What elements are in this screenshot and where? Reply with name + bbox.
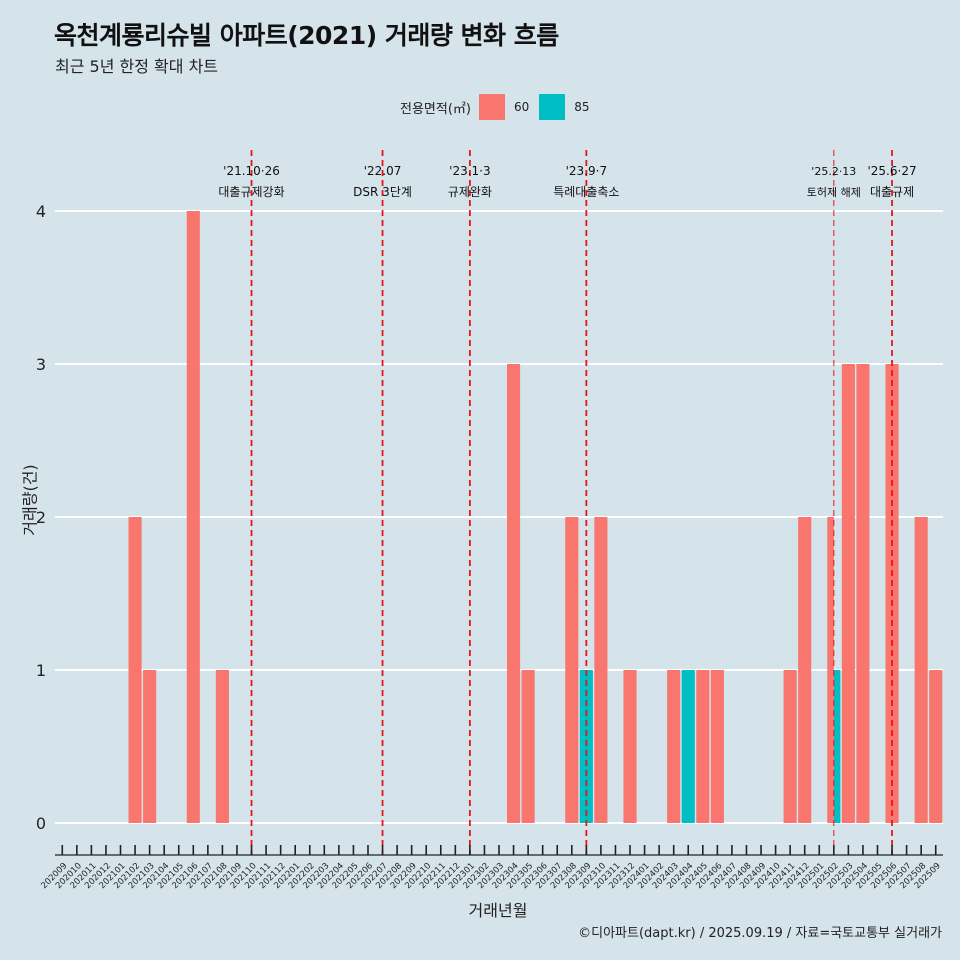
bar-85 [681, 670, 695, 823]
bar-60 [565, 517, 579, 823]
y-tick-label: 3 [36, 355, 46, 374]
bar-60 [521, 670, 535, 823]
event-date-label: '23.1·3 [449, 164, 490, 178]
bar-60 [128, 517, 142, 823]
event-label: 토허제 해제 [807, 185, 861, 199]
bar-60 [914, 517, 928, 823]
y-tick-label: 1 [36, 661, 46, 680]
legend-swatch-85 [539, 94, 566, 120]
event-label: 규제완화 [448, 185, 492, 199]
bar-60 [186, 211, 200, 823]
event-label: 대출규제 [870, 185, 914, 199]
bar-60 [856, 364, 870, 823]
bar-60 [798, 517, 812, 823]
legend-label-85: 85 [574, 100, 590, 114]
event-date-label: '22.07 [364, 164, 402, 178]
chart-subtitle: 최근 5년 한정 확대 차트 [55, 57, 219, 76]
bar-60 [667, 670, 681, 823]
y-tick-label: 4 [36, 202, 46, 221]
bar-60 [143, 670, 157, 823]
bar-60 [783, 670, 797, 823]
bar-60 [215, 670, 229, 823]
event-date-label: '25.6·27 [867, 164, 916, 178]
event-label: 특례대출축소 [553, 185, 619, 199]
y-tick-label: 2 [36, 508, 46, 527]
event-label: DSR 3단계 [353, 185, 412, 199]
bar-60 [841, 364, 855, 823]
bar-60 [710, 670, 724, 823]
y-tick-label: 0 [36, 814, 46, 833]
event-date-label: '23.9·7 [566, 164, 607, 178]
bar-85 [833, 670, 841, 823]
event-label: 대출규제강화 [218, 185, 284, 199]
chart-title: 옥천계룡리슈빌 아파트(2021) 거래량 변화 흐름 [54, 21, 559, 50]
bar-60 [929, 670, 943, 823]
source-caption: ©디아파트(dapt.kr) / 2025.09.19 / 자료=국토교통부 실… [578, 926, 942, 941]
bar-60 [507, 364, 521, 823]
bar-60 [827, 517, 834, 823]
bar-85 [579, 670, 593, 823]
legend-title: 전용면적(㎡) [400, 101, 471, 117]
x-axis-label: 거래년월 [468, 901, 528, 920]
bar-60 [623, 670, 637, 823]
event-date-label: '21.10·26 [223, 164, 280, 178]
legend-swatch-60 [478, 94, 505, 120]
event-date-label: '25.2·13 [811, 165, 856, 178]
y-axis-label: 거래량(건) [20, 464, 40, 536]
bar-60 [594, 517, 608, 823]
legend: 전용면적(㎡) 60 85 [400, 93, 600, 121]
bar-60 [696, 670, 710, 823]
legend-label-60: 60 [513, 100, 530, 114]
